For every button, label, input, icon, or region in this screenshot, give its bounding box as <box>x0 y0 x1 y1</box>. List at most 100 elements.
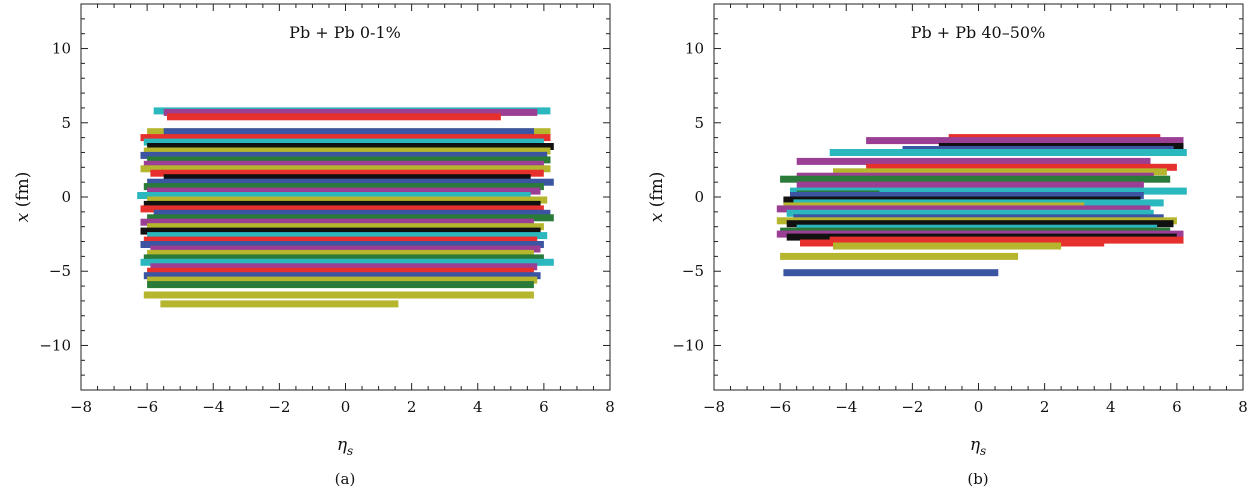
trajectory-segment <box>147 223 544 231</box>
x-tick-label: −6 <box>769 398 791 416</box>
trajectory-segment <box>786 209 1154 217</box>
trajectory-segment <box>140 165 551 173</box>
x-tick-label: 6 <box>539 398 549 416</box>
trajectory-segment <box>143 183 544 191</box>
x-tick-label: 0 <box>974 398 984 416</box>
trajectory-segment <box>783 269 999 277</box>
trajectory-segment <box>147 214 554 222</box>
trajectory-segment <box>780 175 1171 183</box>
y-tick-label: −10 <box>39 336 71 354</box>
trajectory-segment <box>167 113 501 121</box>
trajectory-segment <box>833 168 1167 176</box>
y-tick-label: 0 <box>694 188 704 206</box>
trajectory-segment <box>147 143 554 150</box>
trajectory-segment <box>153 209 551 217</box>
trajectory-segment <box>796 181 1144 189</box>
trajectory-segment <box>143 236 538 244</box>
y-axis-label: x (fm) <box>647 172 667 223</box>
x-tick-label: 4 <box>473 398 483 416</box>
x-axis-label: ηs <box>970 435 986 458</box>
trajectory-segment <box>163 108 538 116</box>
trajectory-segment <box>163 174 531 182</box>
trajectory-segment <box>150 169 544 177</box>
y-tick-label: 5 <box>61 114 71 132</box>
panel-b: Pb + Pb 40–50% −8 −6 −4 −2 0 2 4 6 8 −10 −5 0 5 10 ηs… <box>647 3 1248 488</box>
trajectory-segment <box>143 291 534 299</box>
x-tick-label: −8 <box>70 398 92 416</box>
trajectory-segment <box>140 218 534 226</box>
chart-title: Pb + Pb 40–50% <box>911 23 1046 42</box>
panel-caption: (b) <box>967 470 988 488</box>
trajectory-segment <box>833 242 1062 250</box>
trajectory-segment <box>829 149 1187 156</box>
trajectory-segment <box>140 205 544 213</box>
trajectory-segment <box>147 281 534 289</box>
trajectory-segment <box>147 196 548 204</box>
trajectory-segment <box>143 200 541 208</box>
trajectory-segment <box>143 272 541 280</box>
x-tick-label: 2 <box>1040 398 1050 416</box>
trajectory-segment <box>147 276 538 284</box>
y-tick-label: −10 <box>672 336 704 354</box>
x-axis-symbol: η <box>337 435 348 455</box>
segment-group <box>776 134 1187 277</box>
trajectory-segment <box>147 178 554 186</box>
tick-group: −8 −6 −4 −2 0 2 4 6 8 −10 −5 0 5 10 <box>39 4 615 416</box>
trajectory-segment <box>160 300 399 308</box>
trajectory-segment <box>790 192 1144 199</box>
x-tick-label: 0 <box>341 398 351 416</box>
panel-a: Pb + Pb 0-1% −8 −6 −4 −2 0 2 4 6 8 −10 −5 0 5 10 ηs x… <box>13 3 615 488</box>
x-axis-symbol: η <box>970 435 981 455</box>
panel-caption: (a) <box>335 470 356 488</box>
x-tick-label: −4 <box>202 398 224 416</box>
trajectory-segment <box>163 128 534 136</box>
trajectory-segment <box>150 263 538 271</box>
trajectory-segment <box>140 151 548 159</box>
trajectory-segment <box>140 258 554 266</box>
trajectory-segment <box>147 187 541 195</box>
y-axis-label: x (fm) <box>13 172 33 223</box>
x-axis-subscript: s <box>347 444 353 458</box>
x-axis-subscript: s <box>980 444 986 458</box>
trajectory-segment <box>866 137 1184 145</box>
y-axis-unit: (fm) <box>13 172 33 213</box>
trajectory-segment <box>150 245 541 253</box>
trajectory-segment <box>143 147 551 155</box>
y-tick-label: 10 <box>52 40 71 58</box>
trajectory-segment <box>137 192 531 199</box>
segment-group <box>137 107 554 308</box>
x-tick-label: −4 <box>835 398 857 416</box>
y-tick-label: 10 <box>685 40 704 58</box>
x-tick-label: 2 <box>407 398 417 416</box>
trajectory-segment <box>147 232 548 240</box>
trajectory-segment <box>780 252 1019 260</box>
x-tick-label: −2 <box>268 398 290 416</box>
x-tick-label: −6 <box>136 398 158 416</box>
x-tick-label: 8 <box>605 398 615 416</box>
y-tick-label: 0 <box>61 188 71 206</box>
trajectory-segment <box>147 156 551 164</box>
y-axis-variable: x <box>647 212 667 222</box>
trajectory-segment <box>143 160 544 168</box>
trajectory-segment <box>147 267 534 275</box>
trajectory-segment <box>786 220 1174 228</box>
trajectory-segment <box>866 163 1177 171</box>
trajectory-segment <box>140 227 541 235</box>
trajectory-segment <box>143 254 544 262</box>
trajectory-segment <box>790 187 1187 195</box>
chart-title: Pb + Pb 0-1% <box>289 23 401 42</box>
y-tick-label: −5 <box>49 262 71 280</box>
x-tick-label: 4 <box>1106 398 1116 416</box>
x-tick-label: 6 <box>1172 398 1182 416</box>
trajectory-segment <box>147 249 534 257</box>
x-tick-label: 8 <box>1238 398 1248 416</box>
trajectory-segment <box>796 157 1151 165</box>
x-axis-label: ηs <box>337 435 353 458</box>
trajectory-segment <box>143 138 544 146</box>
tick-group: −8 −6 −4 −2 0 2 4 6 8 −10 −5 0 5 10 <box>672 4 1248 416</box>
y-tick-label: 5 <box>694 114 704 132</box>
x-tick-label: −8 <box>703 398 725 416</box>
y-axis-variable: x <box>13 212 33 222</box>
trajectory-segment <box>776 205 1151 213</box>
